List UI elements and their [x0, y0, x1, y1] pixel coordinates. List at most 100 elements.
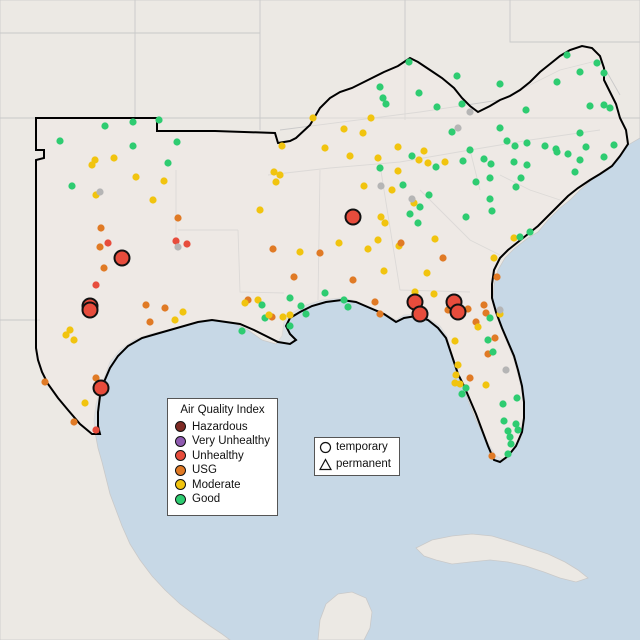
monitor-marker[interactable] [374, 236, 382, 244]
monitor-marker[interactable] [600, 101, 608, 109]
monitor-marker[interactable] [493, 273, 501, 281]
monitor-marker[interactable] [480, 301, 488, 309]
monitor-marker[interactable] [610, 141, 618, 149]
monitor-marker[interactable] [101, 122, 109, 130]
monitor-marker[interactable] [173, 138, 181, 146]
monitor-marker[interactable] [517, 174, 525, 182]
monitor-marker[interactable] [146, 318, 154, 326]
monitor-marker[interactable] [414, 219, 422, 227]
monitor-marker[interactable] [462, 384, 470, 392]
monitor-marker[interactable] [480, 155, 488, 163]
unhealthy-monitor-marker[interactable] [92, 379, 110, 397]
monitor-marker[interactable] [510, 234, 518, 242]
monitor-marker[interactable] [456, 380, 464, 388]
monitor-marker[interactable] [371, 298, 379, 306]
monitor-marker[interactable] [171, 316, 179, 324]
monitor-marker[interactable] [97, 224, 105, 232]
monitor-marker[interactable] [155, 116, 163, 124]
monitor-marker[interactable] [316, 249, 324, 257]
monitor-marker[interactable] [512, 183, 520, 191]
monitor-marker[interactable] [415, 89, 423, 97]
monitor-marker[interactable] [321, 144, 329, 152]
monitor-marker[interactable] [462, 213, 470, 221]
monitor-marker[interactable] [265, 311, 273, 319]
monitor-marker[interactable] [380, 267, 388, 275]
monitor-marker[interactable] [272, 178, 280, 186]
monitor-marker[interactable] [586, 102, 594, 110]
monitor-marker[interactable] [486, 314, 494, 322]
monitor-marker[interactable] [183, 240, 191, 248]
monitor-marker[interactable] [405, 58, 413, 66]
unhealthy-monitor-marker[interactable] [411, 305, 429, 323]
monitor-marker[interactable] [269, 245, 277, 253]
monitor-marker[interactable] [377, 213, 385, 221]
monitor-marker[interactable] [516, 233, 524, 241]
monitor-marker[interactable] [606, 104, 614, 112]
unhealthy-monitor-marker[interactable] [449, 303, 467, 321]
monitor-marker[interactable] [466, 374, 474, 382]
monitor-marker[interactable] [488, 452, 496, 460]
monitor-marker[interactable] [92, 426, 100, 434]
monitor-marker[interactable] [439, 254, 447, 262]
unhealthy-monitor-marker[interactable] [81, 301, 99, 319]
monitor-marker[interactable] [454, 124, 462, 132]
monitor-marker[interactable] [364, 245, 372, 253]
monitor-marker[interactable] [367, 114, 375, 122]
monitor-marker[interactable] [523, 161, 531, 169]
monitor-marker[interactable] [302, 310, 310, 318]
monitor-marker[interactable] [482, 381, 490, 389]
monitor-marker[interactable] [406, 210, 414, 218]
monitor-marker[interactable] [441, 158, 449, 166]
monitor-marker[interactable] [506, 433, 514, 441]
monitor-marker[interactable] [408, 195, 416, 203]
monitor-marker[interactable] [454, 361, 462, 369]
monitor-marker[interactable] [276, 171, 284, 179]
monitor-marker[interactable] [296, 248, 304, 256]
monitor-marker[interactable] [164, 159, 172, 167]
monitor-marker[interactable] [297, 302, 305, 310]
monitor-marker[interactable] [507, 440, 515, 448]
monitor-marker[interactable] [290, 273, 298, 281]
monitor-marker[interactable] [489, 348, 497, 356]
monitor-marker[interactable] [286, 294, 294, 302]
monitor-marker[interactable] [466, 108, 474, 116]
monitor-marker[interactable] [433, 103, 441, 111]
monitor-marker[interactable] [453, 72, 461, 80]
monitor-marker[interactable] [238, 327, 246, 335]
monitor-marker[interactable] [576, 68, 584, 76]
monitor-marker[interactable] [416, 203, 424, 211]
monitor-marker[interactable] [451, 337, 459, 345]
monitor-marker[interactable] [522, 106, 530, 114]
monitor-marker[interactable] [472, 178, 480, 186]
monitor-marker[interactable] [394, 167, 402, 175]
monitor-marker[interactable] [344, 303, 352, 311]
monitor-marker[interactable] [374, 154, 382, 162]
monitor-marker[interactable] [379, 94, 387, 102]
monitor-marker[interactable] [376, 310, 384, 318]
monitor-marker[interactable] [491, 334, 499, 342]
monitor-marker[interactable] [593, 59, 601, 67]
monitor-marker[interactable] [576, 129, 584, 137]
monitor-marker[interactable] [600, 153, 608, 161]
monitor-marker[interactable] [452, 371, 460, 379]
monitor-marker[interactable] [335, 239, 343, 247]
monitor-marker[interactable] [129, 142, 137, 150]
monitor-marker[interactable] [41, 378, 49, 386]
monitor-marker[interactable] [381, 219, 389, 227]
monitor-marker[interactable] [504, 427, 512, 435]
monitor-marker[interactable] [502, 366, 510, 374]
unhealthy-monitor-marker[interactable] [344, 208, 362, 226]
monitor-marker[interactable] [503, 137, 511, 145]
monitor-marker[interactable] [430, 290, 438, 298]
monitor-marker[interactable] [258, 301, 266, 309]
monitor-marker[interactable] [359, 129, 367, 137]
monitor-marker[interactable] [321, 289, 329, 297]
monitor-marker[interactable] [490, 254, 498, 262]
monitor-marker[interactable] [100, 264, 108, 272]
monitor-marker[interactable] [564, 150, 572, 158]
unhealthy-monitor-marker[interactable] [113, 249, 131, 267]
monitor-marker[interactable] [377, 182, 385, 190]
monitor-marker[interactable] [552, 145, 560, 153]
monitor-marker[interactable] [160, 177, 168, 185]
